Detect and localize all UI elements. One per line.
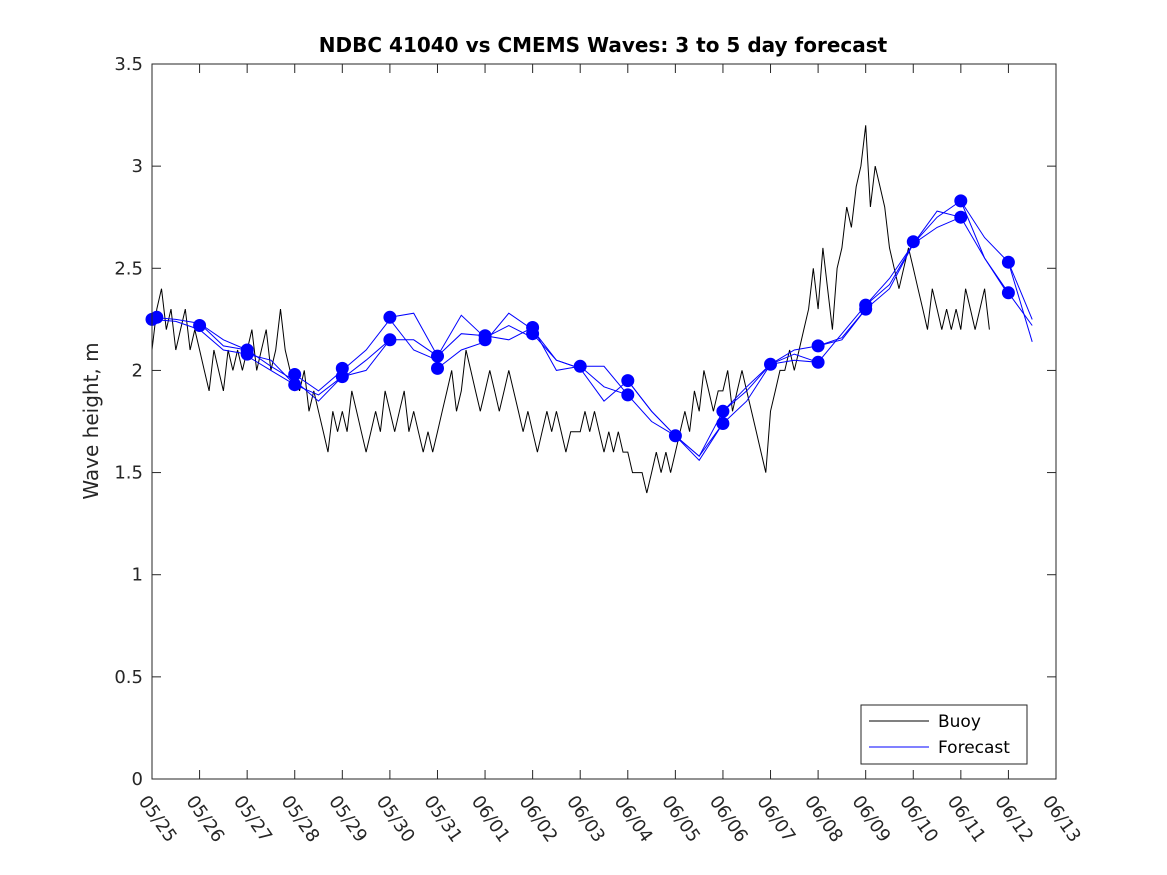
forecast-marker — [1001, 286, 1015, 300]
forecast-line — [675, 353, 819, 457]
forecast-line — [722, 308, 867, 412]
forecast-marker — [906, 235, 920, 249]
forecast-marker — [193, 319, 207, 332]
y-tick-label: 0 — [132, 769, 143, 790]
legend-box — [860, 704, 1028, 765]
forecast-marker — [288, 378, 302, 392]
y-axis: 0 0.5 1 1.5 2 2.5 3 3.5 — [114, 54, 1056, 790]
forecast-line — [199, 322, 343, 402]
chart-title: NDBC 41040 vs CMEMS Waves: 3 to 5 day fo… — [319, 33, 888, 57]
forecast-marker — [573, 359, 587, 373]
x-tick-label: 06/05 — [657, 792, 704, 847]
x-tick-label: 05/26 — [181, 792, 228, 847]
x-tick-label: 06/07 — [752, 792, 799, 847]
x-tick-label: 05/30 — [372, 792, 419, 847]
forecast-line — [913, 216, 1033, 326]
forecast-line — [1007, 262, 1033, 342]
y-axis-label: Wave height, m — [79, 342, 103, 499]
legend-forecast-label: Forecast — [938, 738, 1010, 758]
plot-frame — [151, 63, 1057, 780]
forecast-markers — [145, 194, 1015, 443]
y-tick-label: 1 — [132, 565, 143, 586]
forecast-marker — [954, 210, 968, 224]
x-tick-label: 06/13 — [1038, 792, 1085, 847]
x-tick-label: 06/09 — [848, 792, 895, 847]
forecast-marker — [811, 355, 825, 369]
forecast-marker — [621, 388, 635, 402]
forecast-marker — [811, 339, 825, 353]
legend: Buoy Forecast — [860, 704, 1028, 765]
forecast-marker — [383, 333, 397, 347]
y-tick-label: 2.5 — [114, 258, 143, 279]
x-tick-label: 06/11 — [943, 792, 990, 847]
forecast-marker — [431, 361, 444, 375]
x-tick-label: 06/10 — [895, 792, 942, 847]
forecast-marker — [288, 368, 302, 381]
y-tick-label: 3 — [132, 156, 143, 177]
forecast-line — [151, 318, 296, 386]
x-tick-label: 06/08 — [800, 792, 847, 847]
forecast-marker — [621, 374, 635, 388]
x-tick-label: 05/28 — [277, 792, 324, 847]
x-tick-label: 05/25 — [134, 792, 181, 847]
forecast-line — [341, 333, 486, 379]
x-tick-label: 06/02 — [515, 792, 562, 847]
forecast-series — [151, 200, 1033, 462]
forecast-marker — [859, 302, 873, 316]
forecast-marker — [240, 347, 254, 361]
x-tick-label: 05/31 — [419, 792, 466, 847]
forecast-marker — [764, 357, 777, 371]
forecast-line — [246, 339, 391, 396]
x-tick-label: 06/12 — [990, 792, 1037, 847]
forecast-marker — [526, 327, 540, 341]
plot-area — [152, 64, 1056, 779]
x-tick-label: 05/29 — [324, 792, 371, 847]
legend-buoy-label: Buoy — [938, 712, 981, 732]
forecast-line — [389, 312, 533, 358]
x-tick-label: 06/06 — [705, 792, 752, 847]
forecast-line — [294, 318, 438, 392]
y-tick-label: 3.5 — [114, 54, 143, 75]
forecast-marker — [1001, 255, 1015, 269]
x-tick-label: 06/04 — [610, 792, 657, 847]
forecast-marker — [716, 404, 730, 418]
x-tick-label: 05/27 — [229, 792, 276, 847]
forecast-line — [579, 365, 724, 462]
y-tick-label: 1.5 — [114, 463, 143, 484]
forecast-marker — [716, 417, 730, 430]
y-tick-label: 0.5 — [114, 667, 143, 688]
x-tick-label: 06/03 — [562, 792, 609, 847]
forecast-marker — [478, 333, 492, 347]
forecast-marker — [431, 349, 444, 363]
forecast-line — [960, 200, 1033, 320]
forecast-line — [817, 210, 961, 347]
forecast-marker — [383, 310, 397, 324]
forecast-marker — [954, 194, 968, 208]
forecast-marker — [335, 370, 349, 384]
forecast-marker — [150, 310, 164, 324]
y-tick-label: 2 — [132, 360, 143, 381]
forecast-line — [485, 326, 629, 396]
forecast-marker — [668, 429, 682, 443]
forecast-line — [770, 243, 914, 365]
x-tick-label: 06/01 — [467, 792, 514, 847]
